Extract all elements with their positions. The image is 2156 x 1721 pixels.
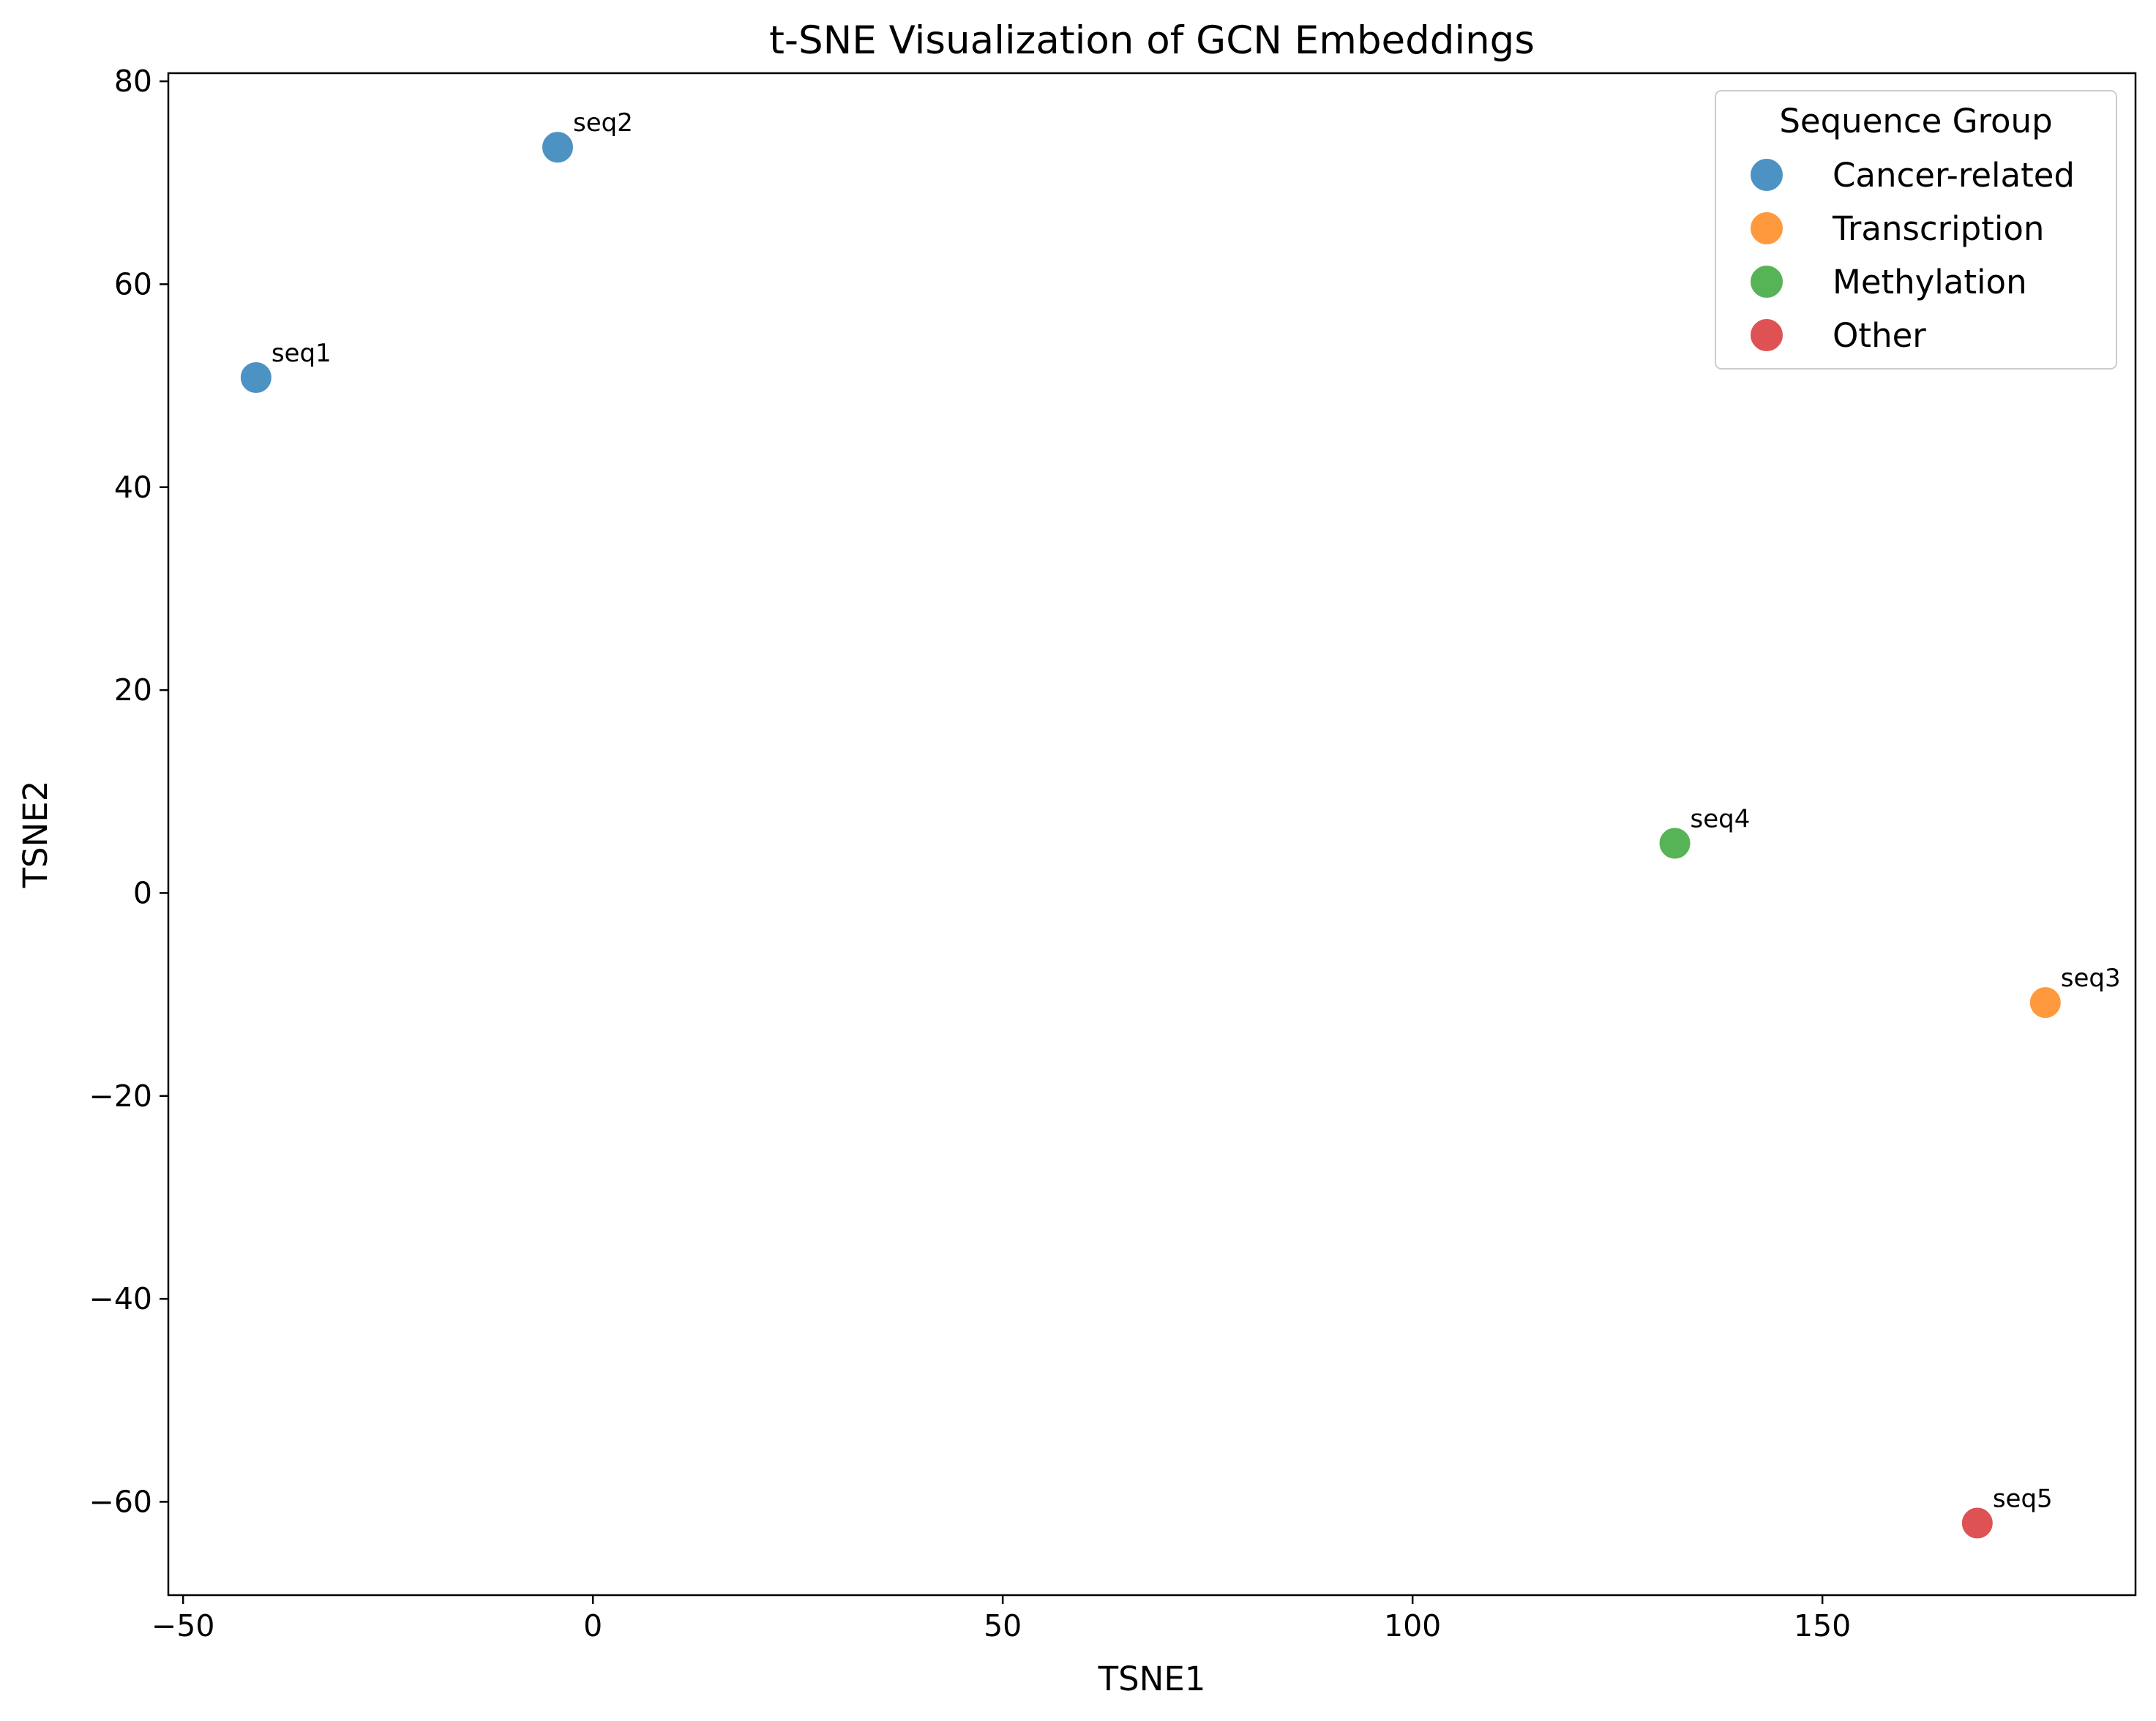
legend-marker-2 bbox=[1749, 264, 1784, 299]
legend: Sequence Group Cancer-related Transcriptio… bbox=[1715, 90, 2117, 370]
chart-title: t-SNE Visualization of GCN Embeddings bbox=[769, 18, 1535, 63]
x-axis-label: TSNE1 bbox=[1098, 1660, 1206, 1698]
x-tick-label: 150 bbox=[1794, 1608, 1851, 1643]
x-tick-label: −50 bbox=[151, 1608, 215, 1643]
legend-label-2: Methylation bbox=[1833, 263, 2027, 301]
x-tick-label: 100 bbox=[1384, 1608, 1441, 1643]
y-tick-label: −40 bbox=[89, 1281, 152, 1316]
point-annotation-seq4: seq4 bbox=[1691, 804, 1751, 833]
y-tick-label: −20 bbox=[89, 1079, 152, 1114]
legend-label-3: Other bbox=[1833, 316, 1926, 355]
point-annotation-seq1: seq1 bbox=[272, 339, 332, 368]
scatter-point-seq1 bbox=[239, 361, 273, 394]
legend-marker-1 bbox=[1749, 211, 1784, 246]
y-axis-label: TSNE2 bbox=[16, 781, 55, 889]
plot-area: seq1 seq2 seq3 seq4 seq5 bbox=[239, 108, 2121, 1540]
legend-marker-0 bbox=[1749, 157, 1784, 192]
point-annotation-seq5: seq5 bbox=[1993, 1485, 2053, 1514]
point-annotation-seq2: seq2 bbox=[573, 108, 633, 138]
scatter-point-seq3 bbox=[2028, 986, 2062, 1020]
y-tick-label: 20 bbox=[114, 672, 152, 708]
y-tick-label: 0 bbox=[133, 875, 152, 910]
y-tick-label: 80 bbox=[114, 64, 152, 99]
x-tick-label: 50 bbox=[984, 1608, 1022, 1643]
scatter-point-seq2 bbox=[541, 130, 574, 165]
legend-label-1: Transcription bbox=[1832, 209, 2044, 248]
axes-frame bbox=[167, 72, 2137, 1597]
scatter-point-seq5 bbox=[1960, 1506, 1994, 1540]
y-tick-label: −60 bbox=[89, 1484, 152, 1519]
point-annotation-seq3: seq3 bbox=[2061, 964, 2121, 993]
y-tick-label: 60 bbox=[114, 266, 152, 301]
legend-marker-3 bbox=[1749, 318, 1784, 353]
legend-label-0: Cancer-related bbox=[1833, 156, 2075, 195]
x-tick-label: 0 bbox=[583, 1608, 602, 1643]
y-tick-label: 40 bbox=[114, 470, 152, 505]
axis-ticks: −50 0 50 100 150 −60 −40 −20 0 20 40 60 80 bbox=[89, 64, 1851, 1643]
legend-box bbox=[1715, 90, 2117, 370]
scatter-point-seq4 bbox=[1658, 826, 1692, 861]
legend-title: Sequence Group bbox=[1779, 102, 2052, 140]
